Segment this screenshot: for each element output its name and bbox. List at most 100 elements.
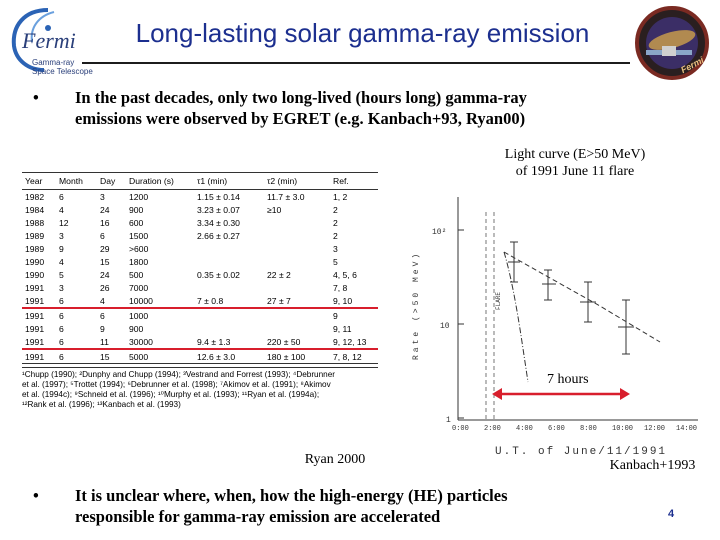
table-cell: 5000	[129, 351, 149, 362]
table-cell: 1990	[25, 269, 45, 280]
table-cell: 4	[100, 295, 105, 306]
table-cell	[264, 242, 330, 255]
table-caption: Ryan 2000	[304, 452, 366, 467]
y-tick-label-mid: 10	[440, 322, 450, 331]
x-tick-label: 6:00	[548, 425, 565, 433]
lightcurve-plot: 10² 10 1 Rate (>50 MeV) FLARE	[400, 182, 710, 464]
table-row: 1991 6 6 1000 9	[22, 308, 378, 322]
table-cell: 1984	[25, 204, 45, 215]
table-cell: 6	[59, 351, 64, 362]
table-cell: 9, 12, 13	[333, 336, 367, 347]
table-cell: 3	[333, 243, 338, 254]
table-row: 1990 4 15 1800 5	[22, 255, 378, 268]
flare-label: FLARE	[495, 292, 502, 310]
table-cell: 1989	[25, 230, 45, 241]
table-cell: 3	[59, 230, 64, 241]
col-day: Day	[97, 172, 126, 190]
table-cell: 1990	[25, 256, 45, 267]
bullet-1-marker: •	[33, 88, 39, 107]
x-tick-label: 4:00	[516, 425, 533, 433]
lightcurve-caption-line-1: Light curve (E>50 MeV)	[504, 147, 646, 162]
table-cell: 6	[100, 230, 105, 241]
table-cell: 7, 8, 12	[333, 351, 362, 362]
table-cell: 1991	[25, 336, 45, 347]
table-cell: 3.23 ± 0.07	[197, 204, 240, 215]
table-cell: 900	[129, 323, 144, 334]
col-year: Year	[22, 172, 56, 190]
table-cell: 2.66 ± 0.27	[197, 230, 240, 241]
table-cell: 1991	[25, 323, 45, 334]
bullet-2-line-1: It is unclear where, when, how the high-…	[75, 486, 508, 505]
x-tick-label: 2:00	[484, 425, 501, 433]
slow-decay-curve	[503, 251, 661, 343]
table-row: 1988 12 16 600 3.34 ± 0.30 2	[22, 216, 378, 229]
table-cell: 5	[333, 256, 338, 267]
table-cell: 3	[59, 282, 64, 293]
bullet-1: • In the past decades, only two long-liv…	[33, 87, 633, 131]
reference-line: et al. (1997); ⁵Trottet (1994); ⁶Debrunn…	[22, 380, 331, 389]
table-cell: 1988	[25, 217, 45, 228]
lightcurve-caption-line-2: of 1991 June 11 flare	[515, 164, 635, 179]
table-row: 1984 4 24 900 3.23 ± 0.07 ≥10 2	[22, 203, 378, 216]
y-axis-label: Rate (>50 MeV)	[412, 251, 421, 360]
duration-label: 7 hours	[547, 372, 589, 387]
col-ref: Ref.	[330, 172, 378, 190]
table-cell: 6	[59, 310, 64, 321]
table-cell	[194, 281, 264, 294]
table-cell: 11	[100, 336, 109, 347]
table-cell: 27 ± 7	[267, 295, 291, 306]
bullet-1-line-1: In the past decades, only two long-lived…	[75, 88, 527, 107]
table-cell: 500	[129, 269, 144, 280]
lightcurve-caption: Light curve (E>50 MeV) of 1991 June 11 f…	[470, 146, 680, 180]
table-cell: 4, 5, 6	[333, 269, 357, 280]
table-row: 1991 3 26 7000 7, 8	[22, 281, 378, 294]
table-row: 1991 6 9 900 9, 11	[22, 322, 378, 335]
table-row: 1991 6 15 5000 12.6 ± 3.0 180 ± 100 7, 8, 12	[22, 349, 378, 364]
table-row: 1991 6 4 10000 7 ± 0.8 27 ± 7 9, 10	[22, 294, 378, 308]
table-cell	[264, 229, 330, 242]
table-cell	[264, 255, 330, 268]
title-underline	[82, 62, 630, 64]
table-cell: 1000	[129, 310, 149, 321]
table-cell: 11.7 ± 3.0	[267, 191, 305, 202]
table-cell: 15	[100, 256, 110, 267]
table-cell: 6	[59, 295, 64, 306]
table-cell: 1989	[25, 243, 45, 254]
y-tick-label-top: 10²	[432, 228, 446, 237]
logo-line-1: Gamma-ray	[32, 58, 75, 67]
table-cell: 7000	[129, 282, 149, 293]
x-tick-label: 0:00	[452, 425, 469, 433]
table-cell: 1991	[25, 351, 45, 362]
table-cell: 6	[59, 323, 64, 334]
bullet-2: • It is unclear where, when, how the hig…	[33, 485, 643, 529]
reference-line: et al. (1994c); ⁹Schneid et al. (1996); …	[22, 390, 320, 399]
y-tick-label-bottom: 1	[446, 416, 451, 425]
fermi-logo-graphic	[11, 8, 55, 72]
data-points	[508, 241, 634, 355]
fast-decay-curve	[503, 251, 529, 383]
table-cell: 1982	[25, 191, 45, 202]
table-cell: 1500	[129, 230, 149, 241]
table-row: 1989 9 29 >600 3	[22, 242, 378, 255]
table-cell: 7, 8	[333, 282, 348, 293]
table-cell: 900	[129, 204, 144, 215]
table-cell: 180 ± 100	[267, 351, 306, 362]
table-cell: 12	[59, 217, 69, 228]
x-tick-label: 14:00	[676, 425, 697, 433]
table-cell: 7 ± 0.8	[197, 295, 224, 306]
event-table: Year Month Day Duration (s) τ1 (min) τ2 …	[22, 172, 378, 364]
table-cell	[264, 322, 330, 335]
table-cell: 30000	[129, 336, 153, 347]
col-month: Month	[56, 172, 97, 190]
table-cell: 2	[333, 230, 338, 241]
fermi-badge-graphic	[635, 6, 709, 80]
bullet-2-marker: •	[33, 486, 39, 505]
x-tick-label: 12:00	[644, 425, 665, 433]
table-cell	[194, 322, 264, 335]
logo-line-2: Space Telescope	[32, 67, 93, 76]
table-cell: 1991	[25, 295, 45, 306]
table-cell: 0.35 ± 0.02	[197, 269, 240, 280]
table-cell: 1200	[129, 191, 149, 202]
table-cell: 1991	[25, 282, 45, 293]
table-cell: 9, 10	[333, 295, 353, 306]
